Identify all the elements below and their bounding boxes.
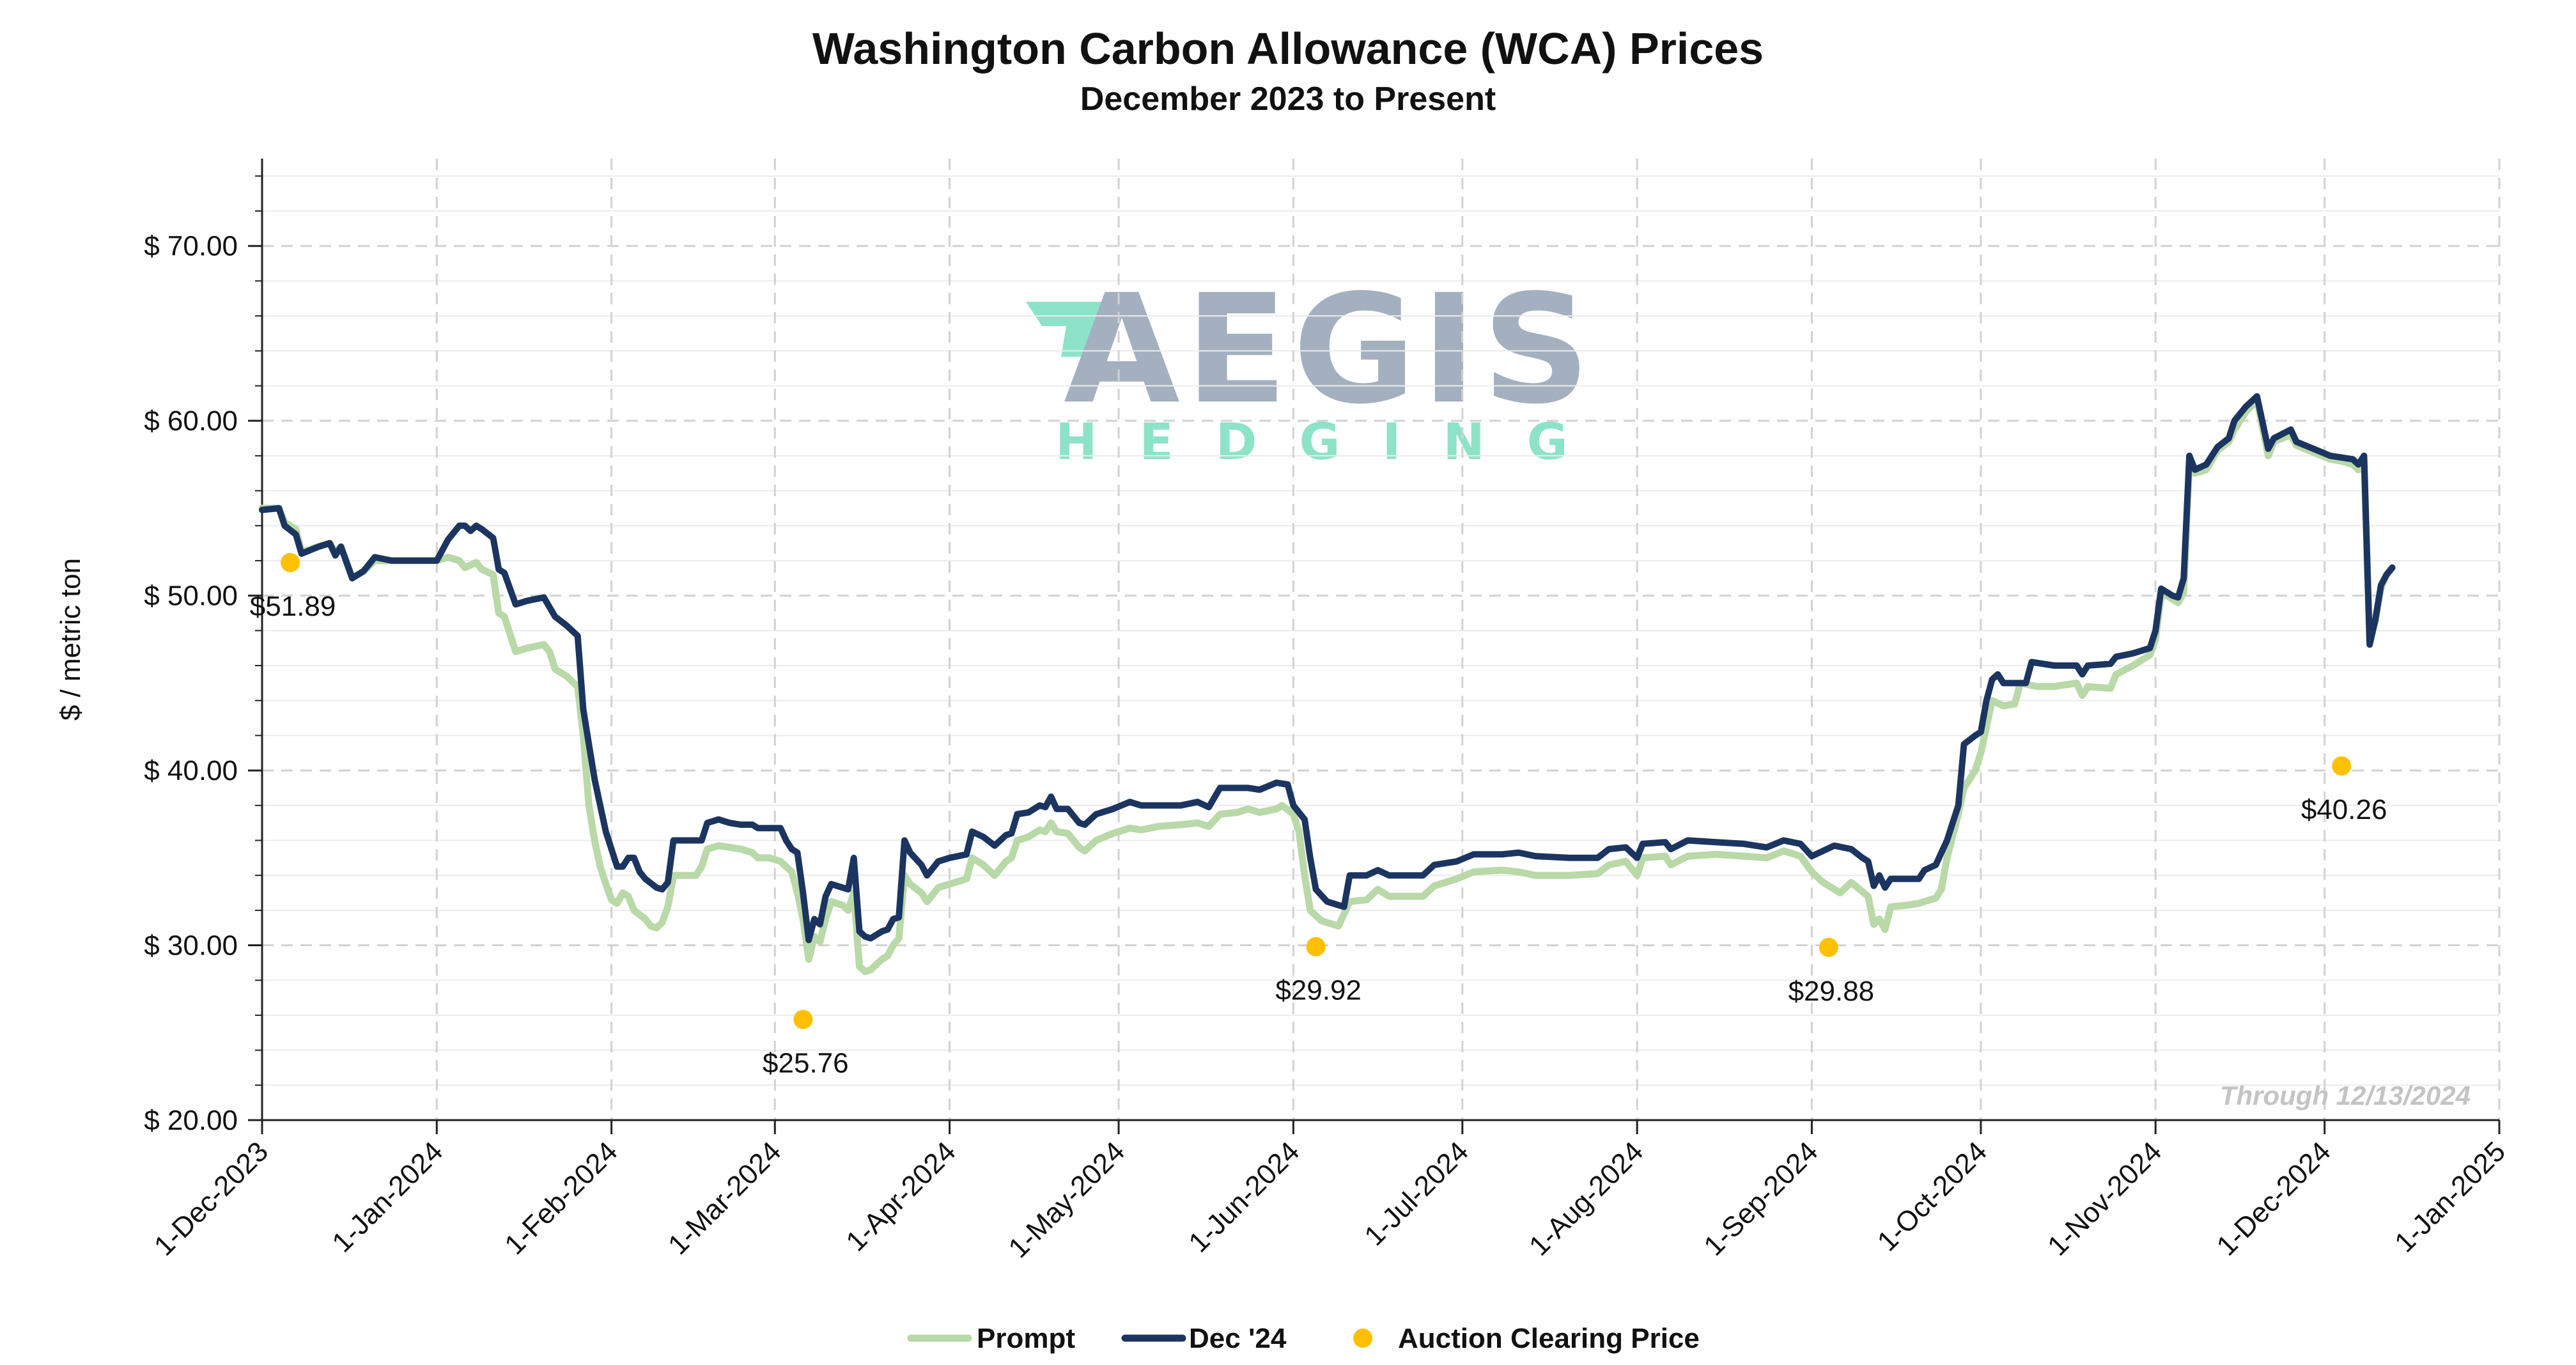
series-line-prompt xyxy=(258,396,2396,976)
chart-title: Washington Carbon Allowance (WCA) Prices xyxy=(812,24,1764,74)
y-tick-label: $ 40.00 xyxy=(144,755,238,786)
legend-item-auction: Auction Clearing Price xyxy=(1353,1323,1700,1354)
y-tick-label: $ 70.00 xyxy=(144,231,238,262)
auction-point xyxy=(281,552,300,572)
legend-item-prompt: Prompt xyxy=(907,1323,1075,1354)
watermark-logo: AEGIS HEDGING xyxy=(1026,263,1610,471)
legend: Prompt Dec '24 Auction Clearing Price xyxy=(907,1323,1700,1354)
auction-point xyxy=(2332,756,2352,776)
series-lines xyxy=(258,393,2396,976)
auction-points: $51.89 $25.76 $29.92 $29.88 $40.26 xyxy=(250,552,2387,1079)
y-axis-title: $ / metric ton xyxy=(55,558,86,721)
series-line-dec24 xyxy=(259,393,2396,944)
y-tick-label: $ 60.00 xyxy=(144,405,238,437)
y-tick-label: $ 50.00 xyxy=(144,581,238,612)
through-date-annotation: Through 12/13/2024 xyxy=(2220,1080,2471,1111)
chart-subtitle: December 2023 to Present xyxy=(1080,81,1496,118)
auction-point-label: $40.26 xyxy=(2301,794,2387,825)
auction-point-label: $29.88 xyxy=(1788,976,1875,1007)
legend-label-prompt: Prompt xyxy=(977,1323,1075,1354)
legend-item-dec24: Dec '24 xyxy=(1121,1323,1287,1354)
auction-point-label: $25.76 xyxy=(763,1047,849,1079)
auction-point xyxy=(793,1010,813,1029)
legend-label-auction: Auction Clearing Price xyxy=(1398,1323,1700,1354)
watermark-name: AEGIS xyxy=(1064,263,1595,437)
legend-swatch-auction xyxy=(1353,1329,1372,1348)
legend-label-dec24: Dec '24 xyxy=(1189,1323,1287,1354)
gridlines xyxy=(262,159,2501,1120)
auction-point xyxy=(1819,937,1838,957)
auction-point-label: $29.92 xyxy=(1275,975,1362,1006)
y-tick-label: $ 20.00 xyxy=(144,1105,238,1136)
auction-point-label: $51.89 xyxy=(250,591,336,622)
y-tick-label: $ 30.00 xyxy=(144,930,238,962)
watermark-tagline: HEDGING xyxy=(1055,414,1610,471)
auction-point xyxy=(1306,937,1326,956)
